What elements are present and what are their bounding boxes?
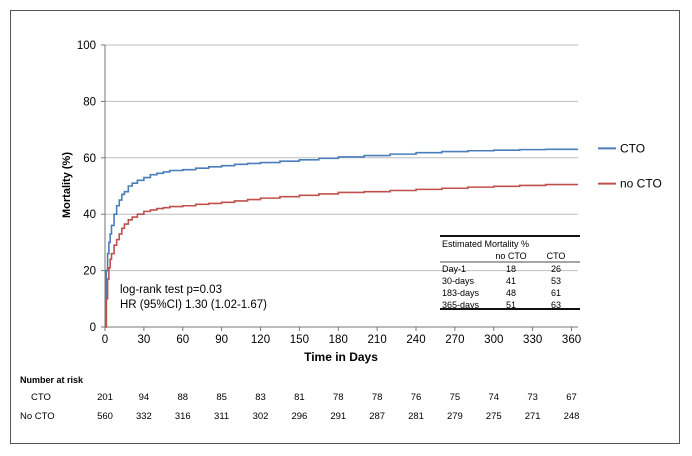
y-axis-label: Mortality (%) [61, 152, 73, 218]
risk-cell: 248 [564, 411, 580, 422]
table-cell: 365-days [442, 300, 480, 310]
x-tick-label: 0 [102, 334, 108, 346]
x-tick-label: 150 [290, 334, 309, 346]
x-tick-label: 180 [329, 334, 348, 346]
risk-cell: 275 [486, 411, 502, 422]
series-line-no-cto [105, 183, 578, 328]
figure-frame [10, 10, 680, 444]
table-cell: 61 [551, 288, 561, 298]
table-cell: 41 [506, 276, 516, 286]
risk-cell: 85 [216, 392, 227, 403]
risk-cell: 88 [177, 392, 188, 403]
risk-cell: 73 [527, 392, 538, 403]
risk-cell: 279 [447, 411, 463, 422]
hr-text: HR (95%CI) 1.30 (1.02-1.67) [120, 299, 267, 311]
risk-cell: 83 [255, 392, 266, 403]
risk-cell: 296 [291, 411, 307, 422]
risk-cell: 281 [408, 411, 424, 422]
table-cell: 18 [506, 264, 516, 274]
grid-lines [105, 44, 578, 272]
y-tick-label: 20 [83, 266, 96, 278]
table-cell: Day-1 [442, 264, 466, 274]
risk-cell: 560 [97, 411, 113, 422]
risk-cell: 94 [139, 392, 150, 403]
risk-cell: 76 [411, 392, 422, 403]
legend: CTO no CTO [598, 141, 662, 191]
series-line-cto [105, 148, 578, 328]
risk-cell: 302 [253, 411, 269, 422]
x-tick-label: 60 [176, 334, 189, 346]
table-cell: 53 [551, 276, 561, 286]
risk-cell: 201 [97, 392, 113, 403]
risk-cell: 81 [294, 392, 305, 403]
y-tick-label: 40 [83, 209, 96, 221]
y-tick-labels: 0 20 40 60 80 100 [77, 40, 96, 334]
x-tick-label: 360 [562, 334, 581, 346]
x-tick-labels: 0 30 60 90 120 150 180 210 240 270 300 330 360 [102, 334, 581, 346]
mortality-table: Estimated Mortality % no CTO CTO Day-1 18 26 3… [440, 235, 580, 310]
series-lines [105, 148, 578, 328]
risk-cell: 287 [369, 411, 385, 422]
risk-cell: 74 [488, 392, 499, 403]
risk-cell: 332 [136, 411, 152, 422]
risk-cell: 311 [214, 411, 229, 422]
risk-cell: 78 [372, 392, 383, 403]
table-col-header: no CTO [495, 251, 526, 261]
table-title: Estimated Mortality % [442, 239, 529, 249]
x-tick-label: 270 [445, 334, 464, 346]
legend-label: no CTO [620, 177, 662, 191]
risk-row-label: CTO [31, 392, 51, 403]
risk-cell: 78 [333, 392, 344, 403]
x-tick-label: 30 [137, 334, 150, 346]
y-tick-label: 80 [83, 96, 96, 108]
x-tick-label: 210 [368, 334, 387, 346]
x-axis-label: Time in Days [304, 350, 378, 364]
number-at-risk-table: Number at risk CTO 201 94 88 85 83 81 78 78 76 75 74… [20, 375, 579, 422]
y-tick-label: 60 [83, 153, 96, 165]
risk-row-label: No CTO [20, 411, 55, 422]
x-tick-label: 240 [406, 334, 425, 346]
risk-cell: 316 [175, 411, 191, 422]
x-tick-label: 330 [523, 334, 542, 346]
risk-cell: 67 [566, 392, 577, 403]
table-cell: 48 [506, 288, 516, 298]
table-cell: 183-days [442, 288, 480, 298]
risk-cell: 75 [450, 392, 461, 403]
risk-cell: 291 [330, 411, 346, 422]
table-col-header: CTO [547, 251, 566, 261]
table-cell: 26 [551, 264, 561, 274]
table-cell: 63 [551, 300, 561, 310]
y-tick-label: 100 [77, 40, 96, 52]
table-cell: 30-days [442, 276, 475, 286]
risk-cell: 271 [525, 411, 541, 422]
x-tick-label: 90 [215, 334, 228, 346]
table-cell: 51 [506, 300, 516, 310]
logrank-text: log-rank test p=0.03 [120, 284, 222, 296]
y-tick-label: 0 [90, 322, 96, 334]
x-tick-label: 300 [484, 334, 503, 346]
legend-label: CTO [620, 141, 645, 155]
risk-title: Number at risk [20, 375, 84, 385]
x-tick-label: 120 [251, 334, 270, 346]
